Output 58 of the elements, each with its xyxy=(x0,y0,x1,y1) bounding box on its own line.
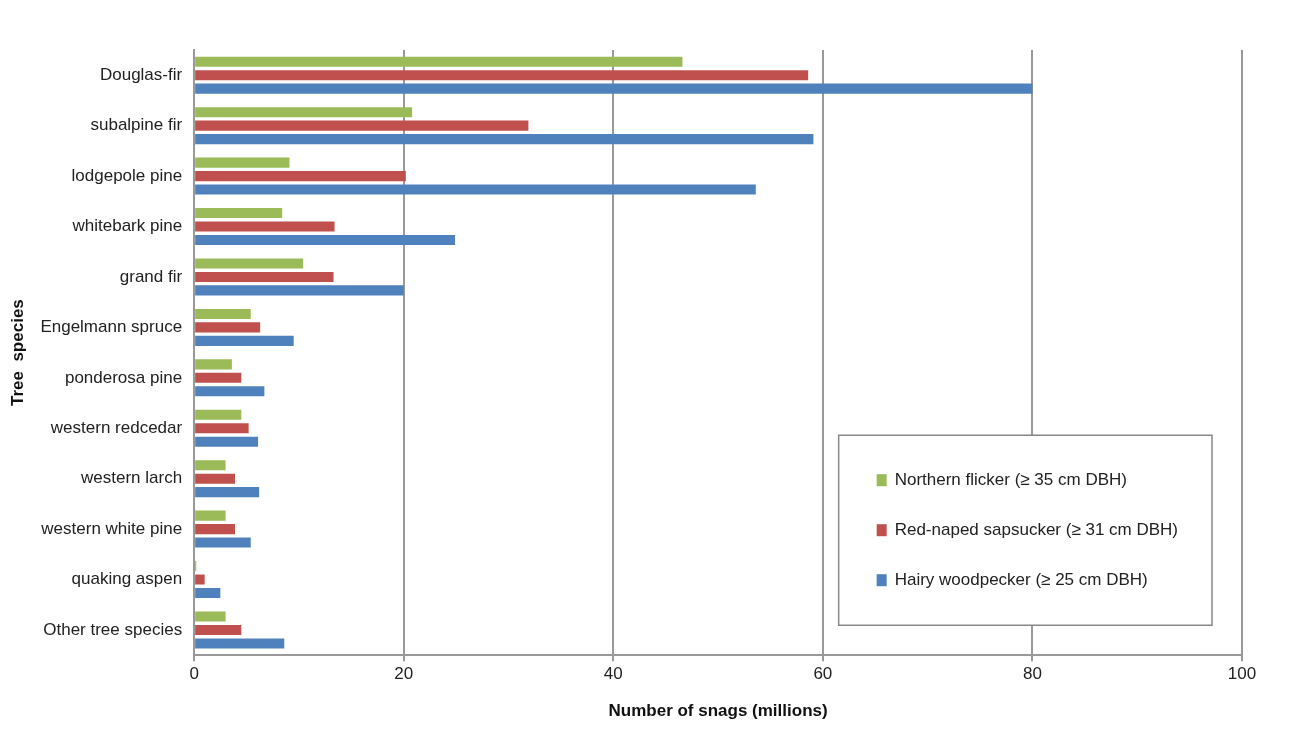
x-tick-label: 20 xyxy=(394,664,414,684)
x-axis-title: Number of snags (millions) xyxy=(608,701,828,721)
y-axis-title: Tree species xyxy=(7,299,27,407)
y-tick-label: western white pine xyxy=(40,518,183,538)
bar xyxy=(195,611,226,622)
bar xyxy=(195,587,221,599)
bar xyxy=(195,524,236,535)
bar xyxy=(195,574,205,585)
y-tick-label: Douglas-fir xyxy=(99,64,183,84)
bar xyxy=(195,372,242,383)
bar xyxy=(195,83,1033,94)
legend-label: Northern flicker (≥ 35 cm DBH) xyxy=(894,469,1127,489)
bar xyxy=(195,221,335,232)
bar xyxy=(195,473,236,484)
bar xyxy=(195,322,261,333)
y-tick-label: lodgepole pine xyxy=(71,165,183,185)
bar xyxy=(195,487,260,498)
bar xyxy=(195,271,334,282)
bar xyxy=(195,171,406,182)
bar xyxy=(195,460,226,471)
bar xyxy=(195,157,290,168)
y-tick-label: western larch xyxy=(80,468,183,488)
bar xyxy=(195,436,259,447)
legend-label: Hairy woodpecker (≥ 25 cm DBH) xyxy=(894,569,1148,589)
x-tick-label: 100 xyxy=(1227,664,1257,684)
y-tick-label: subalpine fir xyxy=(90,115,183,135)
y-tick-label: whitebark pine xyxy=(71,216,183,236)
bar xyxy=(195,308,251,319)
y-tick-label: Other tree species xyxy=(43,619,183,639)
legend-label: Red-naped sapsucker (≥ 31 cm DBH) xyxy=(894,519,1179,539)
bar xyxy=(195,359,232,370)
y-tick-label: western redcedar xyxy=(49,417,183,437)
y-tick-label: grand fir xyxy=(119,266,183,286)
x-tick-label: 40 xyxy=(603,664,623,684)
bar xyxy=(195,258,304,269)
bar xyxy=(195,537,251,548)
x-tick-label: 60 xyxy=(813,664,833,684)
x-tick-label: 0 xyxy=(189,664,199,684)
bar xyxy=(195,208,283,219)
bar xyxy=(195,120,529,131)
bar xyxy=(195,386,265,397)
bar xyxy=(195,107,413,118)
bar xyxy=(195,409,242,420)
x-tick-label: 80 xyxy=(1022,664,1042,684)
bar xyxy=(195,423,249,434)
y-tick-label: Engelmann spruce xyxy=(40,317,183,337)
bar xyxy=(195,234,456,246)
bar xyxy=(195,335,294,346)
bar xyxy=(195,285,404,296)
bar xyxy=(195,624,242,636)
bar xyxy=(195,70,809,81)
bar xyxy=(195,56,683,67)
y-tick-label: quaking aspen xyxy=(71,569,183,589)
bar xyxy=(195,510,226,521)
bar xyxy=(195,184,756,195)
y-tick-label: ponderosa pine xyxy=(64,367,183,387)
bar xyxy=(195,638,285,649)
bar xyxy=(195,134,814,145)
